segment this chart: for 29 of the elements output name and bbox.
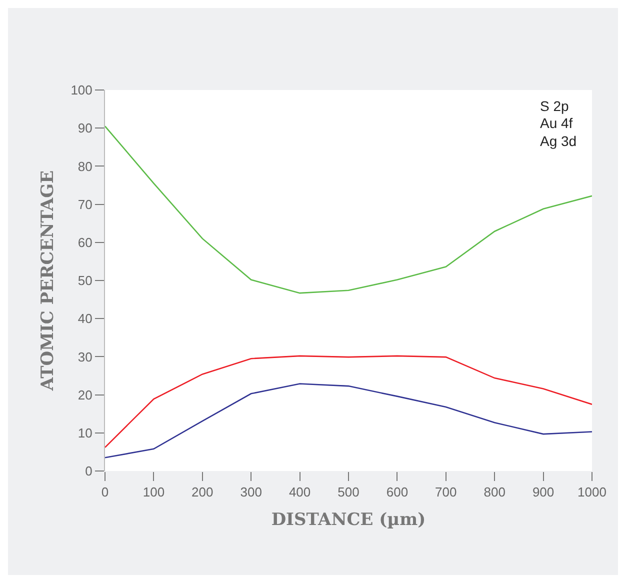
annotation: Ag 3d — [540, 133, 577, 149]
y-tick-label: 90 — [78, 120, 92, 136]
line-series — [105, 383, 592, 458]
y-tick-label: 40 — [78, 311, 92, 326]
y-tick-label: 30 — [78, 349, 92, 364]
y-tick-label: 60 — [78, 234, 92, 250]
y-tick-label: 10 — [78, 425, 92, 440]
y-axis-title: ATOMIC PERCENTAGE — [38, 170, 58, 392]
y-tick-label: 70 — [78, 196, 92, 212]
y-tick-label: 0 — [85, 464, 92, 479]
annotation: S 2p — [540, 98, 570, 114]
y-tick-label: 20 — [78, 387, 92, 402]
x-axis-title: DISTANCE (µm) — [271, 510, 426, 530]
x-tick-label: 0 — [101, 484, 109, 500]
x-tick-label: 700 — [435, 484, 457, 500]
annotation: Au 4f — [540, 115, 573, 131]
x-tick-label: 600 — [386, 484, 408, 500]
x-tick-label: 800 — [484, 484, 506, 500]
x-tick-label: 1000 — [578, 484, 606, 500]
y-tick-label: 100 — [70, 82, 92, 98]
line-series — [105, 355, 592, 448]
x-tick-label: 400 — [288, 484, 311, 500]
x-tick-label: 900 — [532, 484, 554, 500]
y-tick-label: 80 — [78, 158, 92, 174]
x-tick-label: 100 — [142, 484, 165, 500]
x-tick-label: 300 — [240, 484, 262, 500]
x-tick-label: 500 — [338, 484, 360, 500]
x-tick-label: 200 — [192, 484, 214, 500]
y-tick-label: 50 — [78, 273, 92, 288]
